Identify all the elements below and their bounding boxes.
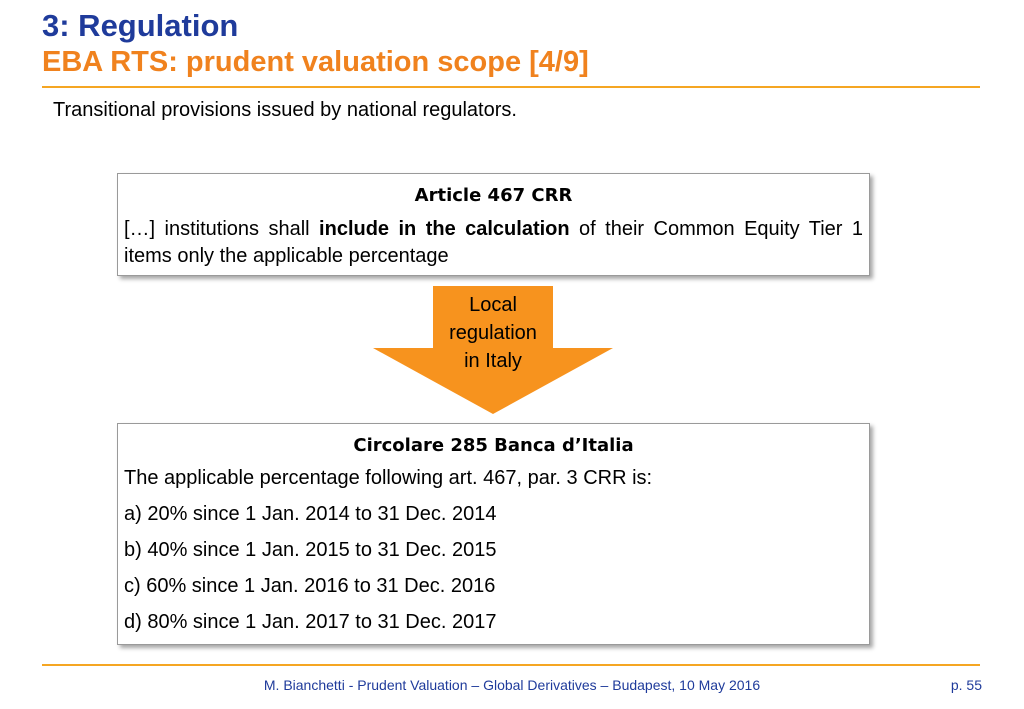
footer-text: M. Bianchetti - Prudent Valuation – Glob… (263, 677, 761, 693)
article-body-bold: include in the calculation (319, 218, 570, 240)
list-item: d) 80% since 1 Jan. 2017 to 31 Dec. 2017 (124, 611, 497, 633)
intro-text: Transitional provisions issued by nation… (53, 99, 517, 121)
arrow-label-line1: Local (469, 294, 517, 316)
arrow-label: Local regulation in Italy (433, 291, 553, 375)
top-divider (42, 86, 980, 88)
page-number: p. 55 (950, 677, 982, 693)
circolare-285-box: Circolare 285 Banca d’Italia The applica… (117, 423, 870, 645)
arrow-label-line2: regulation (449, 322, 537, 344)
arrow-label-line3: in Italy (464, 350, 522, 372)
slide-title: 3: Regulation (42, 8, 239, 43)
down-arrow-icon (373, 286, 613, 414)
article-467-box: Article 467 CRR […] institutions shall i… (117, 173, 870, 276)
article-box-title: Article 467 CRR (414, 185, 573, 206)
article-body-start: […] institutions shall (124, 218, 320, 240)
article-box-body: […] institutions shall include in the ca… (124, 216, 863, 270)
list-item: a) 20% since 1 Jan. 2014 to 31 Dec. 2014 (124, 503, 497, 525)
list-item: c) 60% since 1 Jan. 2016 to 31 Dec. 2016 (124, 575, 496, 597)
circolare-intro: The applicable percentage following art.… (124, 467, 653, 489)
list-item: b) 40% since 1 Jan. 2015 to 31 Dec. 2015 (124, 539, 497, 561)
bottom-divider (42, 664, 980, 666)
circolare-box-title: Circolare 285 Banca d’Italia (353, 435, 634, 456)
article-body-end: of their Common Equity Tier 1 items only… (124, 218, 863, 267)
slide-subtitle: EBA RTS: prudent valuation scope [4/9] (42, 46, 589, 78)
